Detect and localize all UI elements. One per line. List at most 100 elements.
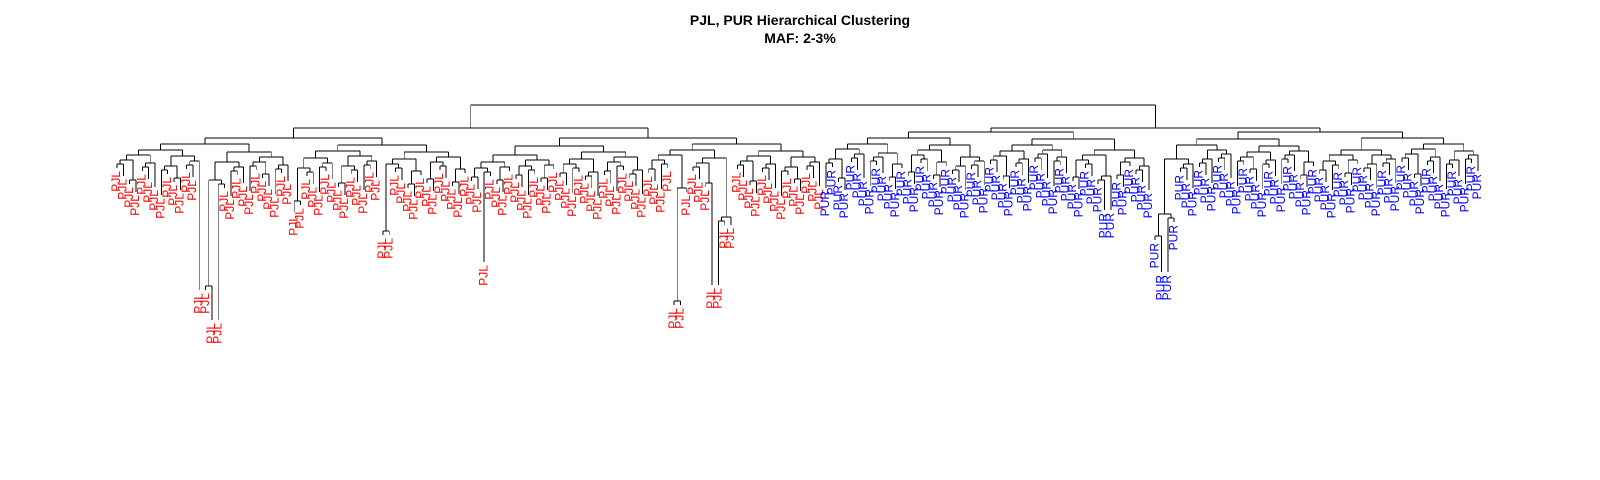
leaf-label: PUR (1033, 173, 1047, 199)
leaf-label: PUR (1426, 176, 1440, 202)
leaf-label: PUR (843, 165, 857, 191)
leaf-label: PJL (698, 190, 712, 211)
leaf-label: PJL (400, 191, 414, 212)
leaf-label: PUR (1116, 190, 1130, 216)
leaf-label: PUR (1464, 166, 1478, 192)
leaf-label: PUR (1059, 176, 1073, 202)
leaf-label: PUR (818, 191, 832, 217)
leaf-label: PJL (381, 238, 395, 259)
leaf-label: PJL (495, 195, 509, 216)
leaf-label: PJL (318, 174, 332, 195)
leaf-label: PUR (875, 176, 889, 202)
leaf-label: PUR (1420, 168, 1434, 194)
leaf-label: PUR (907, 187, 921, 213)
leaf-label: PUR (1179, 183, 1193, 209)
leaf-label: PJL (559, 188, 573, 209)
leaf-label: PJL (755, 175, 769, 196)
leaf-label: PJL (229, 178, 243, 199)
leaf-label: PJL (242, 194, 256, 215)
leaf-label: PJL (350, 185, 364, 206)
leaf-label: PJL (236, 186, 250, 207)
leaf-label: PUR (976, 188, 990, 214)
leaf-label: PUR (1350, 167, 1364, 193)
leaf-label: PUR (862, 189, 876, 215)
leaf-label: PJL (508, 182, 522, 203)
leaf-label: PJL (780, 178, 794, 199)
leaf-label: PUR (1014, 178, 1028, 204)
leaf-label: PJL (736, 180, 750, 201)
leaf-label: PJL (305, 187, 319, 208)
leaf-label: PJL (261, 189, 275, 210)
leaf-label: PUR (1331, 172, 1345, 198)
leaf-label: PUR (1445, 171, 1459, 197)
leaf-label: PJL (204, 323, 218, 344)
leaf-label: PJL (742, 188, 756, 209)
dendrogram-leaf-labels: PJLPJLPJLPJLPJLPJLPJLPJLPJLPJLPJLPJLPJLP… (109, 165, 1484, 344)
leaf-label: PJL (704, 288, 718, 309)
leaf-label: PJL (122, 187, 136, 208)
leaf-label: PJL (489, 187, 503, 208)
leaf-label: PUR (1122, 169, 1136, 195)
leaf-label: PJL (470, 192, 484, 213)
leaf-label: PJL (464, 184, 478, 205)
leaf-label: PUR (1192, 170, 1206, 196)
leaf-label: PJL (805, 181, 819, 202)
leaf-label: PUR (951, 185, 965, 211)
leaf-label: PJL (660, 171, 674, 192)
leaf-label: PJL (799, 173, 813, 194)
leaf-label: PUR (1217, 173, 1231, 199)
leaf-label: PJL (502, 174, 516, 195)
leaf-label: PUR (824, 170, 838, 196)
leaf-label: PJL (679, 195, 693, 216)
leaf-label: PUR (1084, 179, 1098, 205)
leaf-label: PUR (1394, 165, 1408, 191)
leaf-label: PJL (128, 195, 142, 216)
leaf-label: PUR (1046, 189, 1060, 215)
leaf-label: PJL (394, 183, 408, 204)
leaf-label: PUR (1128, 177, 1142, 203)
chart-title: PJL, PUR Hierarchical Clustering (690, 12, 910, 28)
leaf-label: PUR (1109, 182, 1123, 208)
leaf-label: PJL (533, 185, 547, 206)
leaf-label: PUR (1287, 174, 1301, 200)
leaf-label: PUR (1065, 184, 1079, 210)
leaf-label: PJL (787, 186, 801, 207)
leaf-label: PJL (153, 198, 167, 219)
leaf-label: PUR (1325, 193, 1339, 219)
leaf-label: PUR (1173, 175, 1187, 201)
leaf-label: PUR (888, 192, 902, 218)
leaf-label: PUR (1255, 192, 1269, 218)
leaf-label: PUR (932, 190, 946, 216)
dendrogram-links (116, 104, 1479, 320)
leaf-label: PUR (1318, 185, 1332, 211)
leaf-label: PUR (1344, 188, 1358, 214)
leaf-label: PJL (685, 174, 699, 195)
leaf-label: PJL (293, 208, 307, 229)
leaf-label: PJL (172, 193, 186, 214)
leaf-label: PUR (837, 193, 851, 219)
leaf-label: PUR (1027, 165, 1041, 191)
leaf-label: PUR (995, 183, 1009, 209)
leaf-label: PJL (198, 293, 212, 314)
leaf-label: PUR (1236, 168, 1250, 194)
leaf-label: PJL (635, 197, 649, 218)
leaf-label: PJL (286, 215, 300, 236)
leaf-label: PJL (299, 179, 313, 200)
leaf-label: PUR (1356, 175, 1370, 201)
leaf-label: PUR (1040, 181, 1054, 207)
leaf-label: PUR (869, 168, 883, 194)
leaf-label: PJL (514, 190, 528, 211)
leaf-label: PUR (1470, 174, 1484, 200)
leaf-label: PUR (1306, 169, 1320, 195)
leaf-label: PJL (521, 198, 535, 219)
leaf-label: PJL (312, 195, 326, 216)
leaf-label: PJL (673, 308, 687, 329)
leaf-label: PUR (938, 169, 952, 195)
leaf-label: PUR (970, 180, 984, 206)
leaf-label: PJL (160, 177, 174, 198)
leaf-label: PUR (1090, 187, 1104, 213)
leaf-label: PJL (571, 175, 585, 196)
leaf-label: PUR (1369, 191, 1383, 217)
leaf-label: PJL (654, 192, 668, 213)
